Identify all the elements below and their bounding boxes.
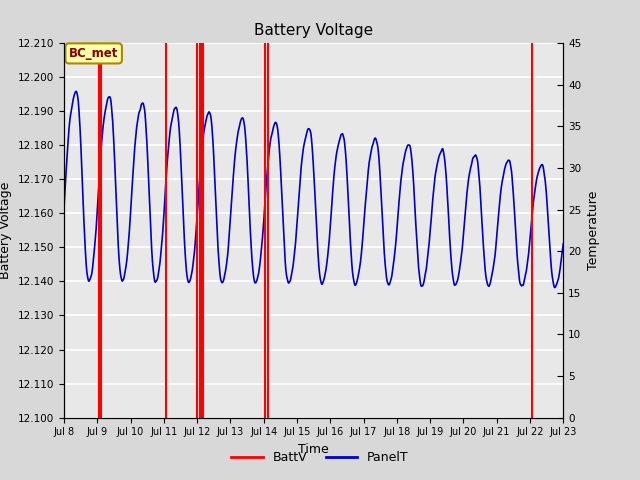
Y-axis label: Temperature: Temperature (587, 191, 600, 270)
Title: Battery Voltage: Battery Voltage (254, 23, 373, 38)
Text: BC_met: BC_met (69, 47, 118, 60)
X-axis label: Time: Time (298, 443, 329, 456)
Legend: BattV, PanelT: BattV, PanelT (227, 446, 413, 469)
Y-axis label: Battery Voltage: Battery Voltage (0, 182, 12, 279)
